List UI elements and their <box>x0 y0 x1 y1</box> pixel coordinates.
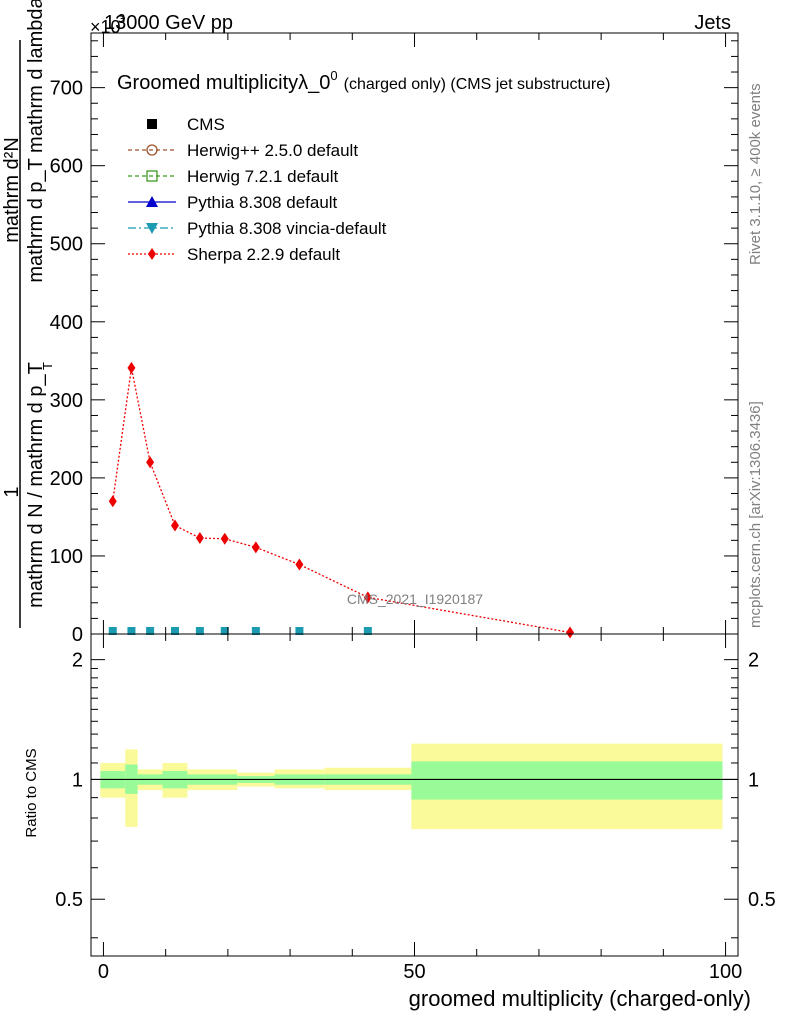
exponent-power: 3 <box>118 11 125 26</box>
y-label-right-numerator: mathrm d²N <box>1 137 23 243</box>
legend: CMS Herwig++ 2.5.0 default Herwig 7.2.1 de… <box>128 115 387 264</box>
main-y-axis: 0 100 200 300 400 500 600 700 <box>50 40 738 646</box>
cms-point <box>363 627 372 635</box>
y-tick-label: 0 <box>72 624 83 646</box>
legend-item: Sherpa 2.2.9 default <box>128 245 340 264</box>
cms-point <box>220 627 229 635</box>
ratio-y-tick-label: 1 <box>72 769 83 791</box>
y-label-denominator: mathrm d N / mathrm d p_T <box>25 362 47 608</box>
y-tick-label: 700 <box>50 78 83 100</box>
sherpa-point <box>220 532 229 545</box>
ratio-y-tick-label-right: 0.5 <box>748 889 776 911</box>
legend-marker <box>146 223 158 234</box>
sherpa-point <box>195 531 204 544</box>
legend-item: Pythia 8.308 vincia-default <box>128 219 387 238</box>
x-tick-label: 0 <box>98 961 109 983</box>
main-x-ticks <box>102 33 727 634</box>
y-label-subscript: T <box>40 362 55 370</box>
main-y-label: 1 mathrm d N / mathrm d p_T T mathrm d²N… <box>1 0 55 628</box>
legend-item: Pythia 8.308 default <box>128 193 338 212</box>
legend-label: Sherpa 2.2.9 default <box>187 245 340 264</box>
legend-label: Pythia 8.308 vincia-default <box>187 219 387 238</box>
y-tick-label: 100 <box>50 546 83 568</box>
sherpa-point <box>108 495 117 508</box>
x-tick-label: 50 <box>403 961 425 983</box>
exponent-label: ×10 <box>90 17 121 37</box>
plot-title: Groomed multiplicityλ_00(charged only) (… <box>117 68 610 94</box>
legend-item: Herwig++ 2.5.0 default <box>128 141 358 160</box>
mcplots-label: mcplots.cern.ch [arXiv:1306.3436] <box>747 401 764 628</box>
main-plot-data <box>108 361 575 639</box>
sherpa-point <box>566 626 575 639</box>
analysis-label: CMS_2021_I1920187 <box>347 591 483 607</box>
legend-item: CMS <box>147 115 225 134</box>
ratio-axes: 0.5 0.5 1 1 2 2 0 50 100 <box>55 634 776 983</box>
rivet-label: Rivet 3.1.10, ≥ 400k events <box>747 83 764 265</box>
cms-point <box>295 627 304 635</box>
x-axis-label: groomed multiplicity (charged-only) <box>409 986 751 1011</box>
cms-point <box>195 627 204 635</box>
x-tick-label: 100 <box>709 961 742 983</box>
sherpa-point <box>251 541 260 554</box>
cms-point <box>146 627 155 635</box>
ratio-inner-band <box>411 761 723 800</box>
energy-label: 13000 GeV pp <box>104 12 233 34</box>
cms-point <box>127 627 136 635</box>
sherpa-point <box>363 591 372 604</box>
legend-marker <box>146 144 158 156</box>
sherpa-line <box>112 367 571 634</box>
y-tick-label: 300 <box>50 390 83 412</box>
legend-label: CMS <box>187 115 225 134</box>
ratio-y-tick-label-right: 2 <box>748 650 759 672</box>
y-tick-label: 400 <box>50 312 83 334</box>
legend-marker <box>147 119 157 129</box>
sherpa-point <box>127 361 136 374</box>
y-tick-label: 500 <box>50 234 83 256</box>
cms-point <box>170 627 179 635</box>
process-label: Jets <box>694 12 731 34</box>
legend-marker <box>146 196 158 207</box>
legend-marker <box>146 170 158 182</box>
ratio-y-tick-label: 0.5 <box>55 889 83 911</box>
ratio-y-tick-label: 2 <box>72 650 83 672</box>
y-tick-label: 600 <box>50 156 83 178</box>
y-label-numerator: 1 <box>1 486 23 497</box>
ratio-bands <box>91 743 738 830</box>
cms-point <box>108 627 117 635</box>
y-label-right-denominator: mathrm d p_T mathrm d lambda <box>25 0 47 283</box>
ratio-y-tick-label-right: 1 <box>748 769 759 791</box>
legend-label: Pythia 8.308 default <box>187 193 338 212</box>
sherpa-point <box>146 456 155 469</box>
cms-point <box>251 627 260 635</box>
sherpa-point <box>170 519 179 532</box>
ratio-y-label: Ratio to CMS <box>23 748 40 837</box>
ratio-plot: 0.5 0.5 1 1 2 2 0 50 100 Ratio to CMS groomed mu… <box>23 633 776 1011</box>
legend-item: Herwig 7.2.1 default <box>128 167 338 186</box>
y-tick-label: 200 <box>50 468 83 490</box>
main-plot: 0 100 200 300 400 500 600 700 Groomed multiplic… <box>1 0 739 646</box>
legend-marker <box>148 248 156 260</box>
legend-label: Herwig++ 2.5.0 default <box>187 141 358 160</box>
legend-label: Herwig 7.2.1 default <box>187 167 338 186</box>
sherpa-point <box>295 558 304 571</box>
